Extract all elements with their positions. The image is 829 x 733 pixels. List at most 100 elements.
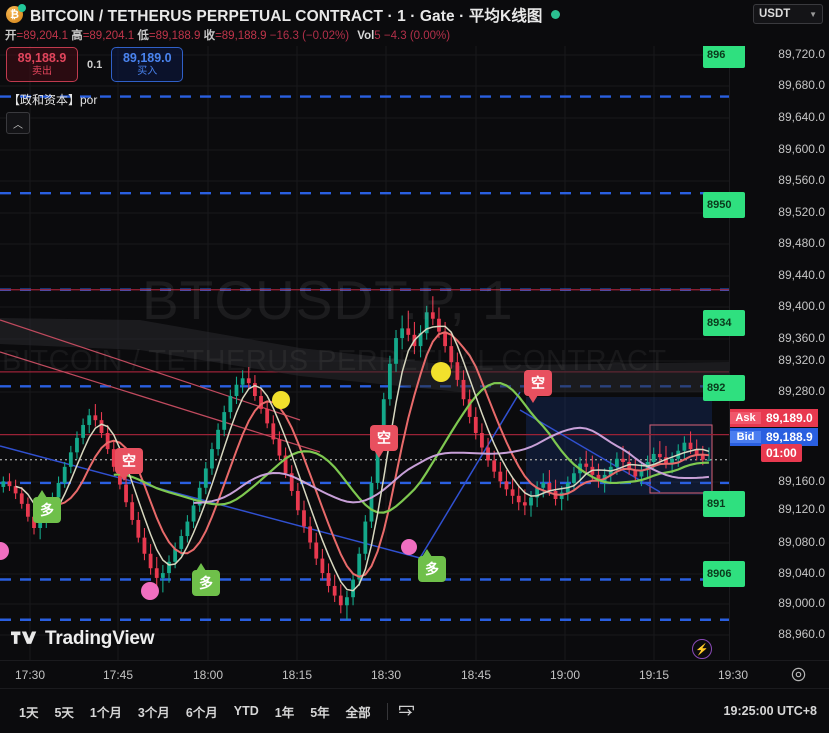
time-axis[interactable]: 17:30 17:45 18:00 18:15 18:30 18:45 19:00 19:15… xyxy=(0,660,829,688)
price-tick-label: 89,520.0 xyxy=(778,205,825,219)
currency-selector-value: USDT xyxy=(759,8,791,20)
indicator-title[interactable]: 【政和资本】por xyxy=(8,93,98,107)
close-value: 89,188.9 xyxy=(221,30,267,42)
buy-price: 89,189.0 xyxy=(122,50,172,65)
change-percent: (−0.02%) xyxy=(302,30,350,42)
symbol-title-row: ₿ BITCOIN / TETHERUS PERPETUAL CONTRACT … xyxy=(0,0,829,26)
pivot-dot-marker xyxy=(141,582,159,600)
price-tick-label: 89,480.0 xyxy=(778,236,825,250)
pivot-dot-marker xyxy=(0,542,9,560)
low-label: 低 xyxy=(137,30,149,42)
price-tick-label: 89,160.0 xyxy=(778,474,825,488)
calendar-icon[interactable] xyxy=(397,703,416,720)
volume-percent: (0.00%) xyxy=(409,30,451,42)
price-tick-label: 89,000.0 xyxy=(778,596,825,610)
time-tick-label: 19:30 xyxy=(717,668,749,682)
price-level-tag[interactable]: 8950 xyxy=(703,192,745,218)
range-button[interactable]: 全部 xyxy=(345,705,371,720)
bid-key: Bid xyxy=(730,431,761,443)
range-button[interactable]: 5年 xyxy=(310,705,330,720)
ask-value: 89,189.0 xyxy=(766,411,813,425)
chart-canvas[interactable]: BTCUSDT.P, 1 BITCOIN / TETHERUS PERPETUA… xyxy=(0,0,729,660)
range-button[interactable]: YTD xyxy=(233,704,259,718)
price-level-tag[interactable]: 891 xyxy=(703,491,745,517)
sell-label: 卖出 xyxy=(32,65,52,77)
ohlc-stats: 开=89,204.1 高=89,204.1 低=89,188.9 收=89,18… xyxy=(5,30,451,42)
price-tick-label: 89,360.0 xyxy=(778,331,825,345)
sell-price: 89,188.9 xyxy=(17,50,67,65)
price-level-tag[interactable]: 8934 xyxy=(703,310,745,336)
long-signal-marker[interactable]: 多 xyxy=(418,549,446,582)
range-button[interactable]: 6个月 xyxy=(185,705,218,720)
time-tick-label: 17:45 xyxy=(102,668,134,682)
price-tick-label: 89,600.0 xyxy=(778,142,825,156)
live-status-indicator xyxy=(550,10,560,19)
ask-price-label: Ask 89,189.0 xyxy=(730,409,818,427)
time-tick-label: 17:30 xyxy=(14,668,46,682)
current-time: 19:25:00 UTC+8 xyxy=(723,704,817,718)
price-tick-label: 89,560.0 xyxy=(778,173,825,187)
tradingview-logo-text: TradingView xyxy=(45,628,155,649)
volume-value: 5 xyxy=(374,30,381,42)
tradingview-mark-icon xyxy=(11,631,37,648)
volume-change: −4.3 xyxy=(383,30,407,42)
sell-button[interactable]: 89,188.9 卖出 xyxy=(6,47,78,82)
tradingview-logo: TradingView xyxy=(11,628,155,650)
page-title[interactable]: BITCOIN / TETHERUS PERPETUAL CONTRACT · … xyxy=(30,7,543,25)
bid-value: 89,188.9 xyxy=(766,430,813,444)
range-toolbar: 1天 5天 1个月 3个月 6个月 YTD 1年 5年 全部 19:25:00 UTC+8 xyxy=(0,688,829,733)
bid-price-label: Bid 89,188.9 xyxy=(730,428,818,446)
time-tick-label: 18:45 xyxy=(460,668,492,682)
range-button[interactable]: 1天 xyxy=(19,705,39,720)
high-label: 高 xyxy=(71,30,83,42)
price-tick-label: 89,040.0 xyxy=(778,566,825,580)
range-button[interactable]: 3个月 xyxy=(137,705,170,720)
gear-icon[interactable] xyxy=(790,666,807,683)
pivot-dot-marker xyxy=(431,362,451,382)
price-level-tag[interactable]: 896 xyxy=(703,42,745,68)
chevron-down-icon: ▼ xyxy=(809,9,817,19)
short-signal-marker[interactable]: 空 xyxy=(524,370,552,403)
lightning-bolt-icon[interactable]: ⚡ xyxy=(692,639,712,659)
candlestick-chart xyxy=(0,0,729,660)
volume-label: Vol xyxy=(357,30,375,42)
pivot-dot-marker xyxy=(401,539,417,555)
low-value: 89,188.9 xyxy=(155,30,201,42)
range-button[interactable]: 1年 xyxy=(274,705,295,720)
price-tick-label: 89,440.0 xyxy=(778,268,825,282)
price-tick-label: 89,280.0 xyxy=(778,384,825,398)
toolbar-divider xyxy=(386,702,388,720)
trade-panel: 89,188.9 卖出 0.1 89,189.0 买入 xyxy=(6,47,184,82)
time-tick-label: 19:00 xyxy=(549,668,581,682)
change-value: −16.3 xyxy=(269,30,299,42)
price-tick-label: 89,640.0 xyxy=(778,110,825,124)
open-value: 89,204.1 xyxy=(23,30,68,42)
price-tick-label: 89,400.0 xyxy=(778,299,825,313)
time-tick-label: 18:15 xyxy=(281,668,313,682)
bitcoin-icon: ₿ xyxy=(6,4,26,23)
high-value: 89,204.1 xyxy=(89,30,135,42)
buy-button[interactable]: 89,189.0 买入 xyxy=(111,47,184,82)
price-level-tag[interactable]: 892 xyxy=(703,375,745,401)
currency-selector[interactable]: USDT ▼ xyxy=(753,4,823,24)
price-tick-label: 89,680.0 xyxy=(778,78,825,92)
chart-header: ₿ BITCOIN / TETHERUS PERPETUAL CONTRACT … xyxy=(0,0,829,46)
chevron-up-icon[interactable]: ︿ xyxy=(6,112,30,134)
quantity-value[interactable]: 0.1 xyxy=(87,58,103,71)
price-level-tag[interactable]: 8906 xyxy=(703,561,745,587)
price-tick-label: 89,720.0 xyxy=(778,47,825,61)
time-tick-label: 18:30 xyxy=(370,668,402,682)
price-axis[interactable]: 89,720.0 89,680.0 89,640.0 89,600.0 89,560.0… xyxy=(703,0,829,660)
price-tick-label: 89,120.0 xyxy=(778,502,825,516)
long-signal-marker[interactable]: 多 xyxy=(33,490,61,523)
price-tick-label: 88,960.0 xyxy=(778,627,825,641)
buy-label: 买入 xyxy=(137,65,158,77)
time-tick-label: 19:15 xyxy=(638,668,670,682)
long-signal-marker[interactable]: 多 xyxy=(192,563,220,596)
short-signal-marker[interactable]: 空 xyxy=(115,448,143,481)
short-signal-marker[interactable]: 空 xyxy=(370,425,398,458)
range-button[interactable]: 1个月 xyxy=(89,705,122,720)
countdown-label: 01:00 xyxy=(761,444,802,462)
price-tick-label: 89,080.0 xyxy=(778,535,825,549)
range-button[interactable]: 5天 xyxy=(54,705,74,720)
